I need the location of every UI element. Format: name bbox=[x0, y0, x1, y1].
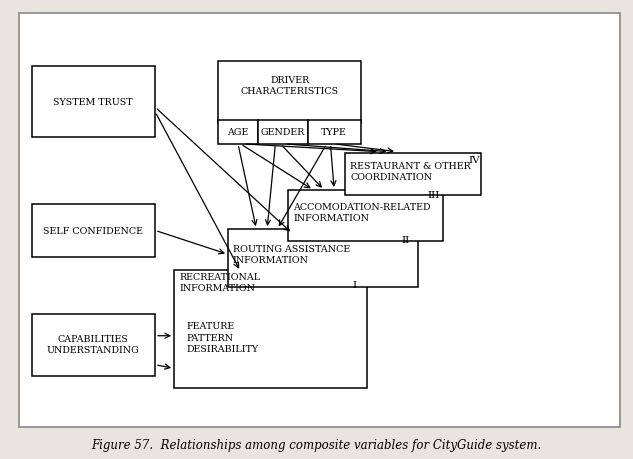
Text: Figure 57.  Relationships among composite variables for CityGuide system.: Figure 57. Relationships among composite… bbox=[91, 438, 542, 451]
Text: SYSTEM TRUST: SYSTEM TRUST bbox=[53, 97, 133, 106]
Text: CAPABILITIES
UNDERSTANDING: CAPABILITIES UNDERSTANDING bbox=[47, 334, 139, 354]
Text: IV: IV bbox=[469, 156, 480, 165]
Text: I: I bbox=[353, 280, 356, 289]
Text: III: III bbox=[427, 190, 440, 199]
Text: TYPE: TYPE bbox=[322, 128, 347, 137]
FancyBboxPatch shape bbox=[258, 120, 308, 145]
FancyBboxPatch shape bbox=[228, 230, 418, 287]
Text: FEATURE
PATTERN
DESIRABILITY: FEATURE PATTERN DESIRABILITY bbox=[187, 322, 259, 353]
Text: AGE: AGE bbox=[227, 128, 249, 137]
FancyBboxPatch shape bbox=[288, 190, 443, 241]
FancyBboxPatch shape bbox=[345, 154, 481, 195]
Text: II: II bbox=[401, 235, 410, 244]
FancyBboxPatch shape bbox=[174, 271, 367, 388]
Text: ROUTING ASSISTANCE
INFORMATION: ROUTING ASSISTANCE INFORMATION bbox=[233, 245, 350, 265]
Text: RESTAURANT & OTHER
COORDINATION: RESTAURANT & OTHER COORDINATION bbox=[350, 161, 471, 181]
FancyBboxPatch shape bbox=[308, 120, 361, 145]
FancyBboxPatch shape bbox=[32, 204, 155, 257]
Text: GENDER: GENDER bbox=[261, 128, 305, 137]
Text: SELF CONFIDENCE: SELF CONFIDENCE bbox=[43, 226, 143, 235]
FancyBboxPatch shape bbox=[19, 14, 620, 427]
FancyBboxPatch shape bbox=[218, 120, 258, 145]
Text: DRIVER
CHARACTERISTICS: DRIVER CHARACTERISTICS bbox=[241, 75, 339, 95]
FancyBboxPatch shape bbox=[32, 67, 155, 138]
Text: RECREATIONAL
INFORMATION: RECREATIONAL INFORMATION bbox=[180, 272, 261, 292]
FancyBboxPatch shape bbox=[218, 62, 361, 124]
Text: ACCOMODATION-RELATED
INFORMATION: ACCOMODATION-RELATED INFORMATION bbox=[293, 202, 430, 223]
FancyBboxPatch shape bbox=[32, 314, 155, 376]
